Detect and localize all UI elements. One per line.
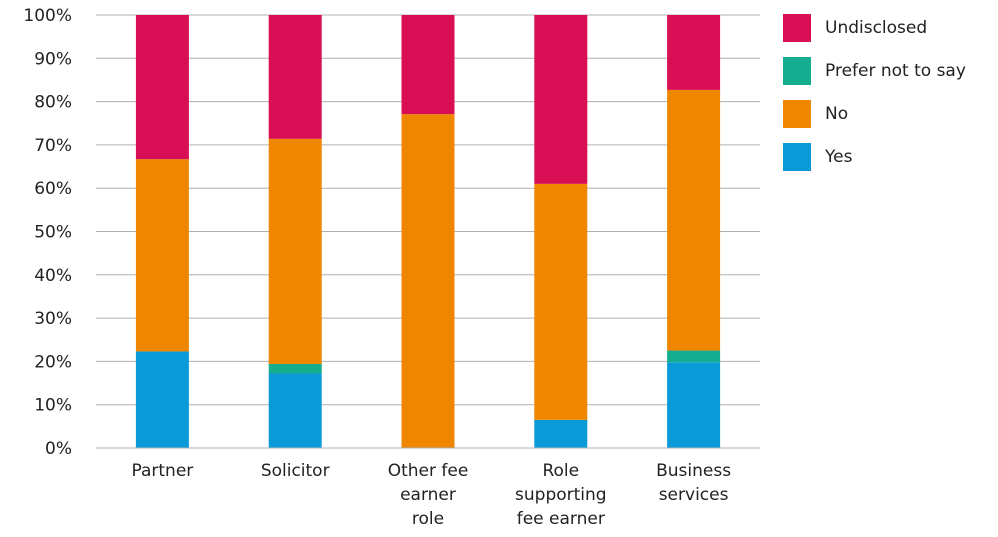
x-axis-category-labels: Partner Solicitor Other fee earner role Role s… <box>132 461 732 529</box>
legend-label: Yes <box>824 147 853 167</box>
legend-swatch <box>783 14 811 42</box>
legend-swatch <box>783 57 811 85</box>
bar-segment-undisclosed <box>401 15 455 115</box>
bar-segment-yes <box>667 362 721 448</box>
legend-swatch <box>783 143 811 171</box>
y-tick-label: 60% <box>34 179 72 199</box>
y-tick-label: 20% <box>34 352 72 372</box>
legend-label: No <box>825 104 848 124</box>
y-tick-label: 0% <box>45 439 72 459</box>
bars <box>135 15 721 449</box>
x-category-label: role <box>412 509 444 529</box>
x-category-label: Solicitor <box>261 461 330 481</box>
y-tick-label: 50% <box>34 223 72 243</box>
bar-segment-no <box>667 89 721 351</box>
bar-segment-no <box>268 138 322 364</box>
x-category-label: Other fee <box>388 461 469 481</box>
legend: Undisclosed Prefer not to say No Yes <box>783 14 966 171</box>
y-tick-label: 40% <box>34 266 72 286</box>
legend-label: Undisclosed <box>825 18 927 38</box>
legend-label: Prefer not to say <box>825 61 966 81</box>
y-tick-label: 100% <box>23 6 72 26</box>
x-category-label: Role <box>542 461 579 481</box>
y-tick-label: 80% <box>34 93 72 113</box>
bar-segment-yes <box>268 373 322 448</box>
y-tick-label: 10% <box>34 396 72 416</box>
y-axis-tick-labels: 0% 10% 20% 30% 40% 50% 60% 70% 80% 90% 100% <box>23 6 72 459</box>
bar-segment-undisclosed <box>268 15 322 139</box>
x-category-label: fee earner <box>517 509 605 529</box>
x-category-label: earner <box>400 485 456 505</box>
x-category-label: Partner <box>132 461 194 481</box>
bar-segment-undisclosed <box>534 15 588 184</box>
x-category-label: services <box>659 485 729 505</box>
bar-segment-no <box>401 114 455 449</box>
x-category-label: supporting <box>515 485 607 505</box>
y-tick-label: 70% <box>34 136 72 156</box>
bar-segment-yes <box>534 419 588 448</box>
legend-swatch <box>783 100 811 128</box>
bar-segment-undisclosed <box>667 15 721 90</box>
bar-segment-no <box>135 159 189 352</box>
y-tick-label: 90% <box>34 49 72 69</box>
bar-segment-yes <box>135 351 189 448</box>
bar-segment-prefer-not-to-say <box>268 363 322 374</box>
x-category-label: Business <box>656 461 731 481</box>
bar-segment-no <box>534 183 588 420</box>
bar-segment-undisclosed <box>135 15 189 160</box>
bar-segment-prefer-not-to-say <box>667 350 721 363</box>
y-tick-label: 30% <box>34 309 72 329</box>
